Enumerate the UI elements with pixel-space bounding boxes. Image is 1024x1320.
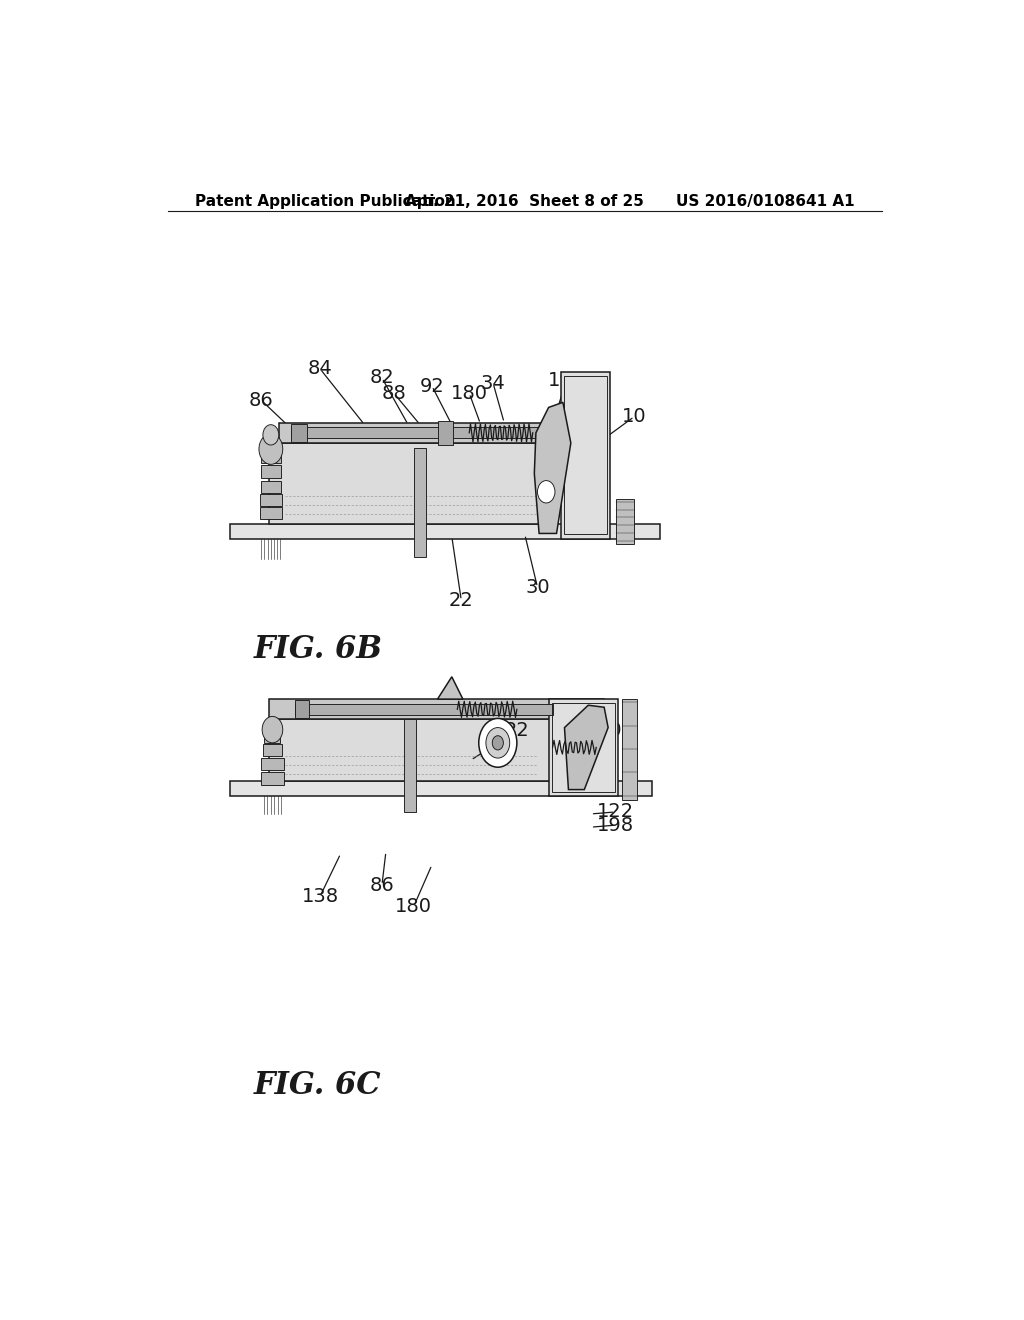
Text: 88: 88 — [382, 384, 407, 403]
Bar — [291, 424, 306, 442]
Circle shape — [486, 727, 510, 758]
Bar — [291, 428, 560, 438]
Text: 22: 22 — [449, 591, 474, 610]
Polygon shape — [269, 444, 557, 524]
Circle shape — [479, 718, 517, 767]
Polygon shape — [269, 719, 553, 781]
Circle shape — [493, 735, 504, 750]
Bar — [295, 700, 309, 718]
Bar — [264, 733, 281, 743]
Text: 22: 22 — [505, 721, 529, 741]
Bar — [261, 466, 281, 478]
Text: 198: 198 — [548, 371, 585, 391]
Text: 84: 84 — [307, 359, 333, 379]
Text: 198: 198 — [597, 816, 634, 834]
Text: Apr. 21, 2016  Sheet 8 of 25: Apr. 21, 2016 Sheet 8 of 25 — [406, 194, 644, 209]
Text: 10: 10 — [598, 721, 623, 741]
Bar — [552, 704, 615, 792]
Bar — [261, 480, 281, 492]
Bar — [260, 772, 285, 785]
Bar — [279, 422, 592, 444]
Bar — [549, 700, 618, 796]
Text: 122: 122 — [597, 803, 634, 821]
Circle shape — [259, 434, 283, 465]
Circle shape — [262, 717, 283, 743]
Bar — [563, 376, 606, 535]
Circle shape — [538, 480, 555, 503]
Bar — [260, 507, 282, 519]
Bar — [437, 421, 454, 445]
Bar — [295, 704, 553, 715]
Bar — [261, 451, 281, 463]
Bar — [269, 700, 604, 719]
Polygon shape — [437, 677, 463, 700]
Text: US 2016/0108641 A1: US 2016/0108641 A1 — [676, 194, 854, 209]
Bar — [263, 744, 282, 755]
Bar — [560, 372, 609, 539]
Text: 86: 86 — [370, 875, 394, 895]
Bar — [261, 758, 284, 771]
Text: 30: 30 — [525, 578, 550, 597]
Text: FIG. 6B: FIG. 6B — [253, 634, 382, 665]
Bar — [403, 719, 416, 812]
Text: 138: 138 — [301, 887, 339, 906]
Bar — [229, 524, 659, 539]
Text: 10: 10 — [622, 407, 646, 426]
Text: 34: 34 — [480, 374, 506, 392]
Text: 82: 82 — [370, 368, 394, 388]
Polygon shape — [564, 705, 608, 789]
Text: 180: 180 — [395, 898, 432, 916]
Bar — [229, 781, 652, 796]
Text: Patent Application Publication: Patent Application Publication — [196, 194, 457, 209]
Text: 92: 92 — [420, 376, 444, 396]
Text: 86: 86 — [249, 391, 273, 409]
Text: 180: 180 — [451, 384, 487, 403]
Bar — [260, 494, 282, 506]
Circle shape — [263, 425, 279, 445]
Polygon shape — [535, 403, 570, 533]
Bar — [616, 499, 634, 544]
Text: FIG. 6C: FIG. 6C — [253, 1069, 381, 1101]
Bar — [622, 700, 638, 800]
Bar — [414, 447, 426, 557]
